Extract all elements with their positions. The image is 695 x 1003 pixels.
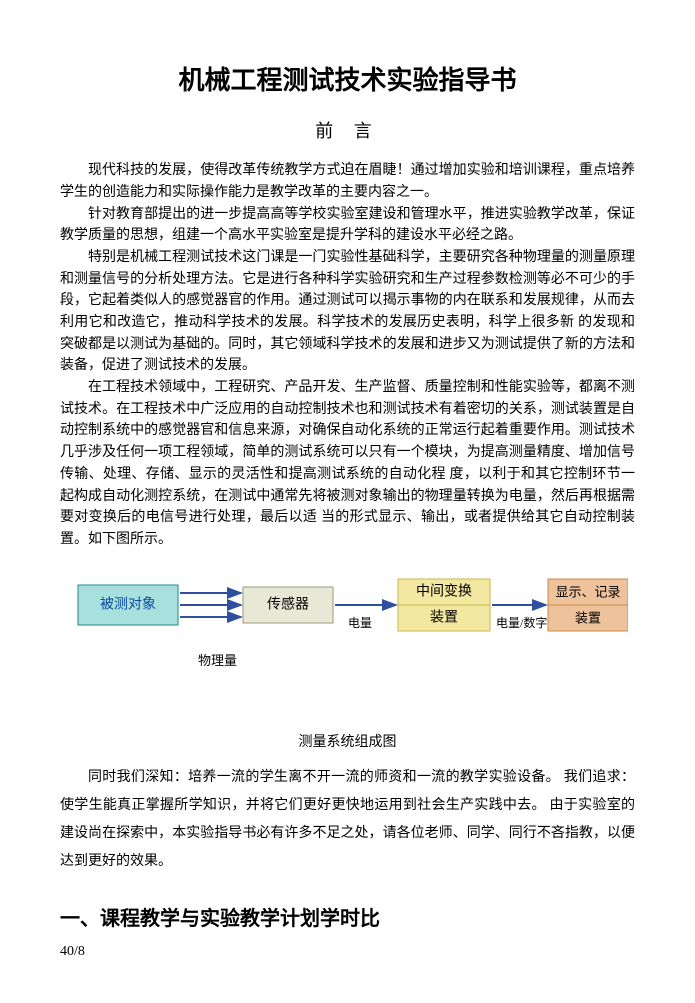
main-title: 机械工程测试技术实验指导书 xyxy=(60,60,635,100)
paragraph-3: 特别是机械工程测试技术这门课是一门实验性基础科学，主要研究各种物理量的测量原理和… xyxy=(60,247,635,377)
paragraph-5: 同时我们深知：培养一流的学生离不开一流的师资和一流的教学实验设备。 我们追求：使… xyxy=(60,764,635,876)
paragraph-2: 针对教育部提出的进一步提高高等学校实验室建设和管理水平，推进实验教学改革，保证教… xyxy=(60,204,635,247)
diagram-caption: 测量系统组成图 xyxy=(60,732,635,754)
preface-subtitle: 前 言 xyxy=(60,118,635,146)
flowchart-svg: 电量电量/数字量被测对象传感器中间变换装置显示、记录装置物理量 xyxy=(68,565,628,715)
section-1-heading: 一、课程教学与实验教学计划学时比 xyxy=(60,904,635,935)
svg-text:中间变换: 中间变换 xyxy=(416,582,472,599)
svg-text:显示、记录: 显示、记录 xyxy=(555,584,620,599)
paragraph-4: 在工程技术领域中，工程研究、产品开发、生产监督、质量控制和性能实验等，都离不测试… xyxy=(60,377,635,551)
flowchart-diagram: 电量电量/数字量被测对象传感器中间变换装置显示、记录装置物理量 xyxy=(68,565,628,723)
paragraph-1: 现代科技的发展，使得改革传统教学方式迫在眉睫！通过增加实验和培训课程，重点培养学… xyxy=(60,160,635,203)
svg-text:电量: 电量 xyxy=(348,616,372,630)
section-1-ratio: 40/8 xyxy=(60,941,635,963)
document-page: 机械工程测试技术实验指导书 前 言 现代科技的发展，使得改革传统教学方式迫在眉睫… xyxy=(0,0,695,1003)
svg-text:装置: 装置 xyxy=(574,610,600,625)
svg-text:传感器: 传感器 xyxy=(267,595,309,612)
svg-text:装置: 装置 xyxy=(430,609,458,625)
svg-text:被测对象: 被测对象 xyxy=(100,596,156,612)
svg-text:物理量: 物理量 xyxy=(198,653,237,668)
